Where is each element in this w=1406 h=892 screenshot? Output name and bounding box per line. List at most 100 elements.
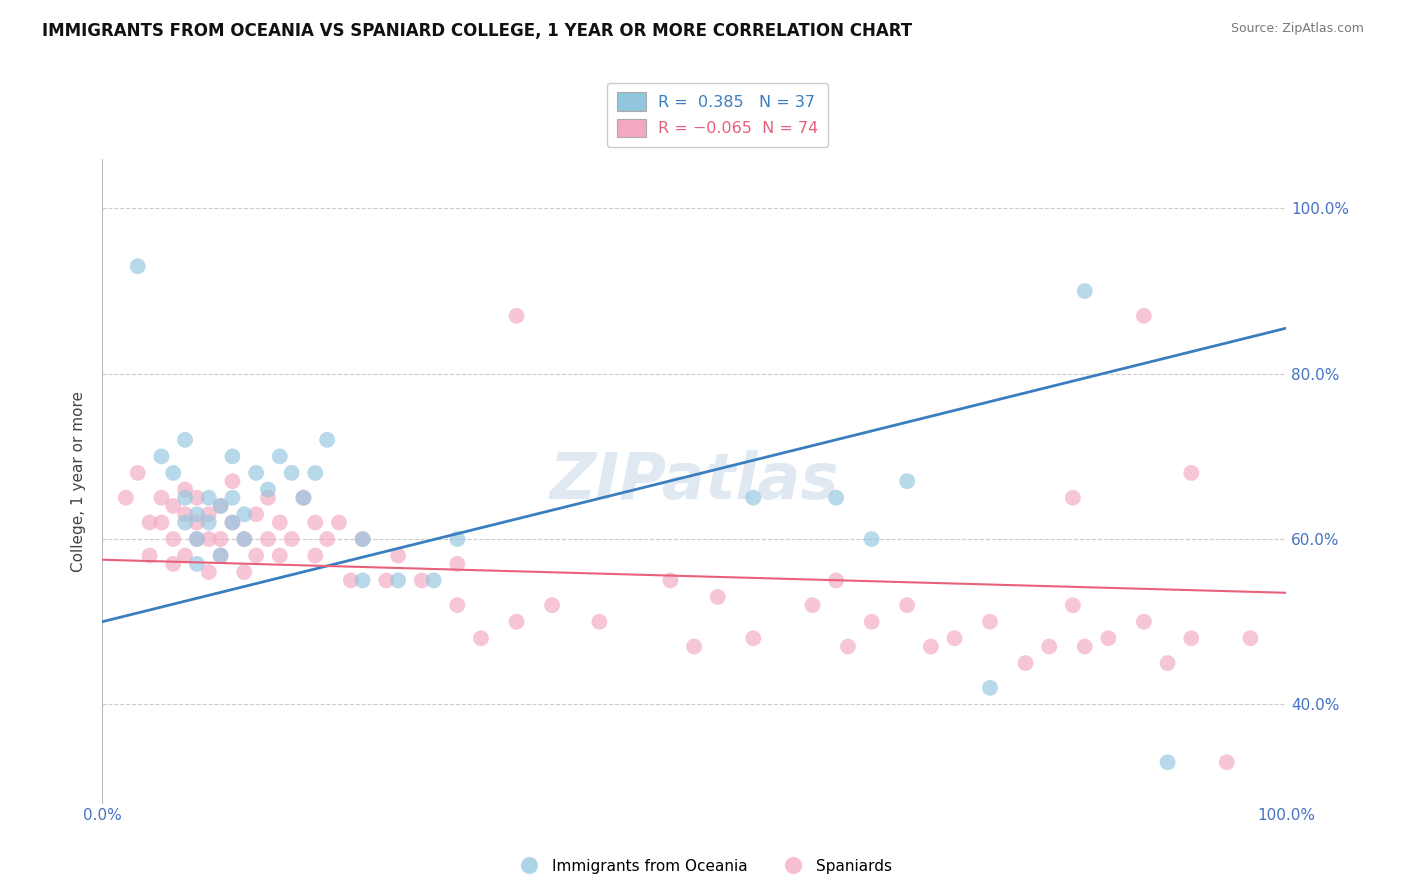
Point <box>411 574 433 588</box>
Y-axis label: College, 1 year or more: College, 1 year or more <box>72 391 86 572</box>
Point <box>233 532 256 546</box>
Point <box>197 508 219 522</box>
Point <box>304 466 326 480</box>
Point <box>375 574 398 588</box>
Point <box>221 516 243 530</box>
Point <box>186 491 208 505</box>
Legend: R =  0.385   N = 37, R = −0.065  N = 74: R = 0.385 N = 37, R = −0.065 N = 74 <box>607 83 828 147</box>
Point <box>233 532 256 546</box>
Point <box>269 549 291 563</box>
Point <box>1239 632 1261 646</box>
Point <box>505 309 527 323</box>
Point <box>1062 598 1084 612</box>
Point <box>233 565 256 579</box>
Point <box>280 532 302 546</box>
Point <box>174 483 197 497</box>
Point <box>1073 640 1095 654</box>
Point <box>186 532 208 546</box>
Point <box>221 450 243 464</box>
Point <box>422 574 444 588</box>
Point <box>257 532 280 546</box>
Point <box>1062 491 1084 505</box>
Point <box>446 532 468 546</box>
Point <box>1180 632 1202 646</box>
Point <box>920 640 942 654</box>
Point <box>127 466 149 480</box>
Point <box>304 516 326 530</box>
Point <box>541 598 564 612</box>
Point <box>352 532 374 546</box>
Point <box>209 549 232 563</box>
Point <box>197 491 219 505</box>
Point <box>174 549 197 563</box>
Point <box>245 549 267 563</box>
Point <box>316 532 339 546</box>
Point <box>979 615 1001 629</box>
Point <box>197 516 219 530</box>
Point <box>257 491 280 505</box>
Point <box>292 491 315 505</box>
Point <box>221 491 243 505</box>
Point <box>683 640 706 654</box>
Point <box>1097 632 1119 646</box>
Point <box>801 598 824 612</box>
Point <box>245 466 267 480</box>
Point <box>221 516 243 530</box>
Point <box>446 598 468 612</box>
Point <box>860 615 883 629</box>
Point <box>1180 466 1202 480</box>
Point <box>896 474 918 488</box>
Text: Source: ZipAtlas.com: Source: ZipAtlas.com <box>1230 22 1364 36</box>
Text: ZIPatlas: ZIPatlas <box>550 450 839 512</box>
Point <box>352 574 374 588</box>
Point <box>1133 615 1156 629</box>
Point <box>825 491 848 505</box>
Point <box>1073 284 1095 298</box>
Point <box>588 615 610 629</box>
Point <box>706 590 728 604</box>
Point <box>269 516 291 530</box>
Point <box>150 450 173 464</box>
Point <box>127 259 149 273</box>
Text: IMMIGRANTS FROM OCEANIA VS SPANIARD COLLEGE, 1 YEAR OR MORE CORRELATION CHART: IMMIGRANTS FROM OCEANIA VS SPANIARD COLL… <box>42 22 912 40</box>
Point <box>150 491 173 505</box>
Point <box>209 532 232 546</box>
Point <box>209 499 232 513</box>
Point <box>186 516 208 530</box>
Point <box>659 574 682 588</box>
Point <box>162 499 184 513</box>
Point <box>280 466 302 480</box>
Point <box>186 557 208 571</box>
Point <box>197 532 219 546</box>
Point <box>174 516 197 530</box>
Point <box>304 549 326 563</box>
Point <box>860 532 883 546</box>
Point <box>150 516 173 530</box>
Point <box>1156 656 1178 670</box>
Point <box>292 491 315 505</box>
Point <box>174 491 197 505</box>
Point <box>174 508 197 522</box>
Point <box>186 508 208 522</box>
Point <box>470 632 492 646</box>
Point <box>316 433 339 447</box>
Point <box>209 549 232 563</box>
Point <box>186 532 208 546</box>
Point <box>162 532 184 546</box>
Point <box>446 557 468 571</box>
Point <box>1216 756 1239 770</box>
Point <box>115 491 138 505</box>
Point <box>1038 640 1060 654</box>
Point <box>896 598 918 612</box>
Point <box>742 632 765 646</box>
Point <box>837 640 859 654</box>
Point <box>505 615 527 629</box>
Legend: Immigrants from Oceania, Spaniards: Immigrants from Oceania, Spaniards <box>508 853 898 880</box>
Point <box>340 574 363 588</box>
Point <box>1156 756 1178 770</box>
Point <box>352 532 374 546</box>
Point <box>269 450 291 464</box>
Point <box>197 565 219 579</box>
Point <box>233 508 256 522</box>
Point <box>1133 309 1156 323</box>
